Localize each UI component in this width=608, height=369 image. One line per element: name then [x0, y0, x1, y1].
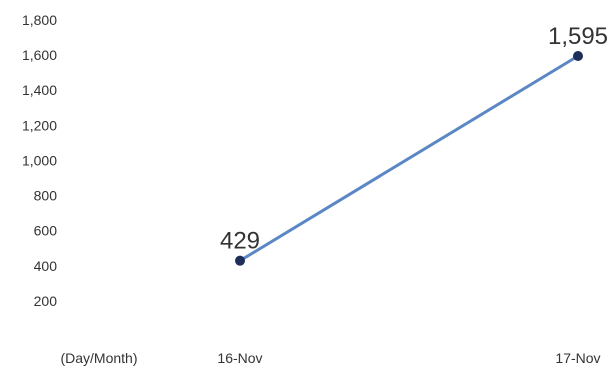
x-tick-label: 16-Nov — [217, 350, 262, 366]
y-tick-label: 800 — [34, 188, 58, 204]
data-value-label: 1,595 — [548, 23, 608, 50]
y-tick-label: 1,400 — [22, 82, 57, 98]
series-line — [238, 54, 580, 263]
x-axis-tick-labels: (Day/Month) 16-Nov 17-Nov — [60, 350, 600, 366]
y-tick-label: 1,800 — [22, 12, 57, 28]
y-axis-tick-labels: 200 400 600 800 1,000 1,200 1,400 1,600 1,800 — [22, 12, 57, 309]
x-axis-unit-label: (Day/Month) — [60, 350, 137, 366]
y-tick-label: 200 — [34, 293, 58, 309]
data-point-marker — [573, 50, 583, 61]
x-tick-label: 17-Nov — [555, 350, 600, 366]
series-markers — [235, 50, 583, 266]
data-value-label: 429 — [220, 228, 260, 255]
series-lines — [238, 54, 580, 263]
data-labels: 429 1,595 — [220, 23, 608, 255]
y-tick-label: 1,000 — [22, 152, 57, 168]
y-tick-label: 1,200 — [22, 117, 57, 133]
y-tick-label: 400 — [34, 258, 58, 274]
y-tick-label: 1,600 — [22, 47, 57, 63]
data-point-marker — [235, 255, 245, 266]
y-tick-label: 600 — [34, 223, 58, 239]
